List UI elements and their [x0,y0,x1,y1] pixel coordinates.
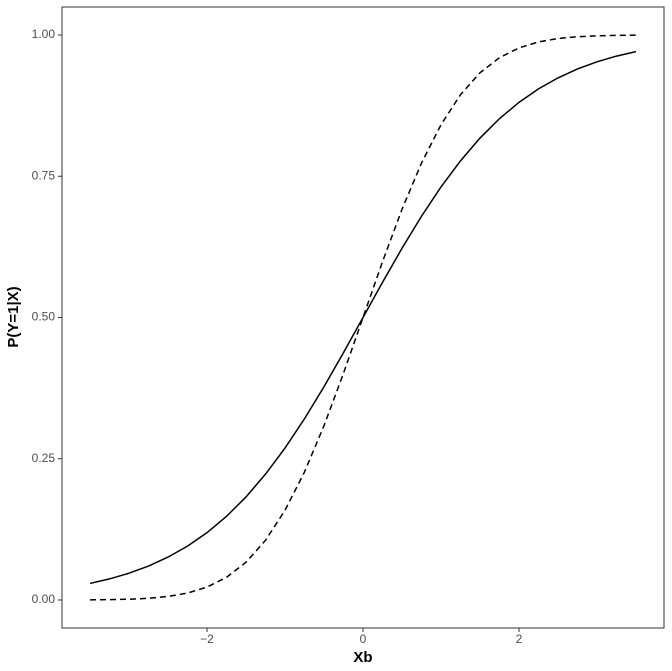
y-tick-label: 0.75 [32,168,56,182]
x-tick-label: −2 [200,632,214,646]
y-axis-title: P(Y=1|X) [5,286,22,347]
line-series [89,50,637,585]
y-tick-label: 1.00 [32,27,56,41]
y-tick-label: 0.50 [32,310,56,324]
x-tick-label: 0 [360,632,367,646]
x-tick-label: 2 [516,632,523,646]
line-series [89,34,637,601]
x-axis-title: Xb [353,649,372,666]
y-tick-label: 0.25 [32,451,56,465]
y-tick-label: 0.00 [32,592,56,606]
